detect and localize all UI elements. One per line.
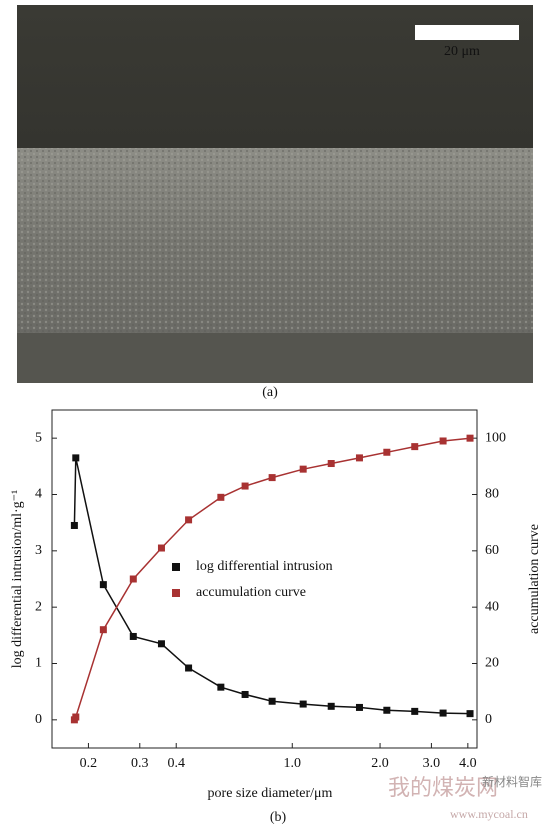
y2-tick-label: 60 <box>485 543 499 558</box>
scale-bar-label: 20 μm <box>444 44 480 59</box>
x-tick-label: 0.3 <box>131 756 149 771</box>
y-tick-label: 2 <box>35 599 42 614</box>
point <box>217 493 225 501</box>
point <box>327 702 335 710</box>
point <box>383 448 391 456</box>
point <box>299 465 307 473</box>
y-tick-label: 1 <box>35 656 42 671</box>
point <box>383 706 391 714</box>
plot-frame <box>51 409 478 749</box>
point <box>466 434 474 442</box>
legend-label: log differential intrusion <box>196 559 333 574</box>
y-tick-label: 3 <box>35 543 42 558</box>
point <box>268 697 276 705</box>
scale-bar <box>415 25 519 40</box>
point <box>466 710 474 718</box>
point <box>99 626 107 634</box>
watermark: 我的煤炭网 <box>388 775 498 800</box>
point <box>299 700 307 708</box>
point <box>99 581 107 589</box>
y2-tick-label: 40 <box>485 599 499 614</box>
point <box>157 640 165 648</box>
y-tick-label: 4 <box>35 487 42 502</box>
caption: (a) <box>262 385 278 400</box>
point <box>129 632 137 640</box>
point <box>439 437 447 445</box>
point <box>72 713 80 721</box>
point <box>355 454 363 462</box>
x-tick-label: 1.0 <box>284 756 302 771</box>
y-tick-label: 5 <box>35 430 42 445</box>
point <box>327 460 335 468</box>
y2-tick-label: 100 <box>485 430 506 445</box>
caption: (b) <box>270 810 287 825</box>
x-tick-label: 3.0 <box>423 756 441 771</box>
series-line <box>73 457 471 715</box>
y2-tick-label: 20 <box>485 656 499 671</box>
x-tick-label: 2.0 <box>371 756 389 771</box>
point <box>268 474 276 482</box>
series-line <box>73 437 471 721</box>
point <box>411 443 419 451</box>
legend-marker <box>172 563 180 571</box>
watermark: www.mycoal.cn <box>450 807 528 821</box>
y-tick-label: 0 <box>35 712 42 727</box>
watermark: 新材料智库 <box>482 774 542 789</box>
point <box>217 683 225 691</box>
point <box>185 664 193 672</box>
legend-marker <box>172 589 180 597</box>
point <box>157 544 165 552</box>
point <box>185 516 193 524</box>
sem-image: 20 μm <box>17 5 533 383</box>
x-axis-label: pore size diameter/μm <box>208 786 333 801</box>
y2-axis-label: accumulation curve <box>527 524 542 634</box>
point <box>70 521 78 529</box>
point <box>241 690 249 698</box>
x-tick-label: 4.0 <box>459 756 477 771</box>
point <box>72 454 80 462</box>
point <box>411 707 419 715</box>
x-tick-label: 0.2 <box>80 756 98 771</box>
point <box>241 482 249 490</box>
point <box>355 703 363 711</box>
y2-tick-label: 0 <box>485 712 492 727</box>
legend-label: accumulation curve <box>196 585 306 600</box>
point <box>129 575 137 583</box>
point <box>439 709 447 717</box>
x-tick-label: 0.4 <box>167 756 185 771</box>
y2-tick-label: 80 <box>485 487 499 502</box>
y-axis-label: log differential intrusion/ml·g⁻¹ <box>10 490 25 669</box>
